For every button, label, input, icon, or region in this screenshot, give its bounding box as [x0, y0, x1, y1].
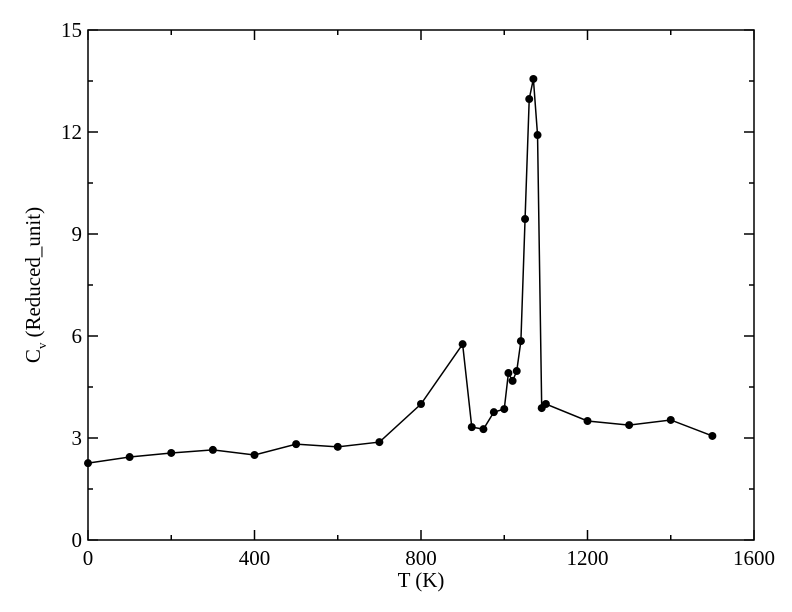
y-axis-label: Cv (Reduced_unit): [21, 207, 49, 363]
data-point: [504, 369, 513, 378]
data-point: [375, 438, 384, 447]
x-axis-label: T (K): [398, 568, 445, 592]
data-point: [467, 423, 476, 432]
series-line: [87, 78, 713, 464]
data-point: [500, 405, 509, 414]
data-point: [508, 376, 517, 385]
y-label-rest: (Reduced_unit): [21, 207, 45, 338]
plot-frame: [87, 29, 755, 541]
data-point: [521, 215, 530, 224]
x-tick-label: 0: [83, 546, 94, 570]
data-point: [292, 440, 301, 449]
x-tick-label: 1600: [733, 546, 775, 570]
data-point: [489, 408, 498, 417]
data-point: [417, 400, 425, 408]
data-point: [167, 448, 176, 457]
y-tick-label: 6: [72, 324, 83, 348]
x-tick-label: 800: [405, 546, 437, 570]
data-point: [625, 421, 634, 430]
data-point: [458, 340, 467, 349]
y-tick-label: 15: [61, 18, 82, 42]
data-point: [479, 425, 488, 434]
data-point: [666, 415, 675, 424]
data-point: [125, 453, 134, 462]
data-point: [533, 131, 542, 140]
y-tick-label: 3: [72, 426, 83, 450]
y-label-main: C: [21, 349, 45, 363]
data-point: [708, 431, 717, 440]
data-point: [208, 445, 217, 454]
data-point: [529, 74, 538, 83]
y-label-sub: v: [34, 342, 49, 349]
y-tick-label: 12: [61, 120, 82, 144]
data-point: [583, 417, 592, 425]
data-point: [333, 442, 342, 451]
data-point: [250, 451, 259, 459]
y-tick-label: 9: [72, 222, 83, 246]
data-point: [84, 459, 92, 468]
data-point: [512, 367, 521, 376]
x-tick-label: 1200: [567, 546, 609, 570]
y-tick-label: 0: [72, 528, 83, 552]
x-tick-label: 400: [239, 546, 271, 570]
data-point: [541, 400, 550, 408]
data-point: [516, 337, 525, 346]
data-point: [525, 95, 534, 104]
